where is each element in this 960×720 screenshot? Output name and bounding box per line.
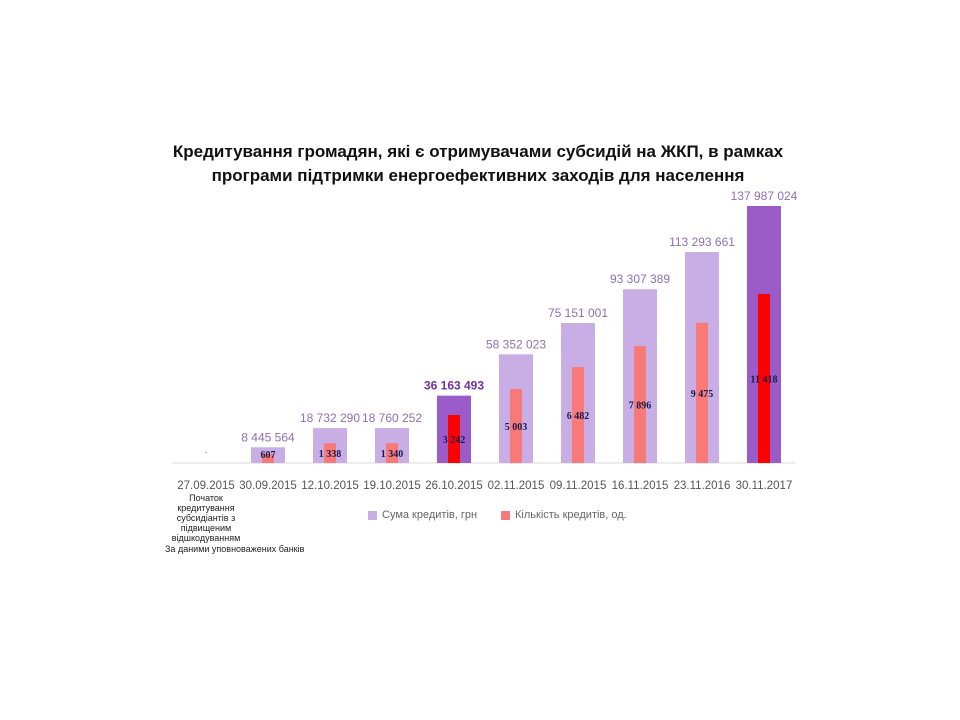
bar-count xyxy=(510,388,522,463)
x-tick-label: 23.11.2016 xyxy=(674,480,731,492)
title-line-2: програми підтримки енергоефективних захо… xyxy=(211,166,745,185)
legend-swatch-sum xyxy=(368,510,377,520)
data-label-sum: - xyxy=(205,447,208,457)
bar-count xyxy=(696,322,708,463)
bar-count xyxy=(572,367,584,463)
x-tick-label: 30.09.2015 xyxy=(239,480,297,492)
data-label-count: 1 340 xyxy=(381,449,404,460)
bar-count xyxy=(448,415,460,463)
bar-count xyxy=(386,443,398,463)
x-tick-label: 16.11.2015 xyxy=(612,480,669,492)
title-line-1: Кредитування громадян, які є отримувачам… xyxy=(172,142,784,161)
legend-item-sum: Сума кредитів, грн xyxy=(368,509,477,521)
legend-label-sum: Сума кредитів, грн xyxy=(382,509,478,521)
bar-count xyxy=(634,346,646,463)
data-label-count: 5 003 xyxy=(505,422,528,433)
bar-count xyxy=(758,294,770,463)
data-label-sum: 93 307 389 xyxy=(610,272,670,286)
x-tick-label: 27.09.2015 xyxy=(177,480,235,492)
data-label-sum: 113 293 661 xyxy=(669,235,735,249)
data-label-sum: 8 445 564 xyxy=(241,430,295,444)
data-label-count: 7 896 xyxy=(629,401,652,412)
source-note: За даними уповноважених банків xyxy=(165,544,305,554)
data-label-count: 11 418 xyxy=(751,375,778,386)
data-label-sum: 58 352 023 xyxy=(486,337,546,351)
chart-title: Кредитування громадян, які є отримувачам… xyxy=(140,140,816,188)
x-tick-label: 12.10.2015 xyxy=(301,480,359,492)
data-label-count: 607 xyxy=(261,450,276,461)
data-label-sum: 75 151 001 xyxy=(548,306,608,320)
data-label-count: 1 338 xyxy=(319,449,342,460)
bar-count xyxy=(262,454,274,463)
legend-item-count: Кількість кредитів, од. xyxy=(501,509,627,521)
data-label-sum: 137 987 024 xyxy=(731,189,798,203)
x-tick-label: 09.11.2015 xyxy=(550,480,607,492)
x-tick-label: 26.10.2015 xyxy=(425,480,483,492)
legend-label-count: Кількість кредитів, од. xyxy=(515,509,627,521)
first-category-note: Початок кредитування субсидіантів з підв… xyxy=(171,493,241,543)
data-label-count: 3 242 xyxy=(443,435,466,446)
data-label-count: 6 482 xyxy=(567,411,590,422)
x-tick-label: 02.11.2015 xyxy=(488,480,545,492)
x-tick-label: 30.11.2017 xyxy=(736,480,793,492)
data-label-count: 9 475 xyxy=(691,389,714,400)
data-label-sum: 36 163 493 xyxy=(424,379,484,393)
x-tick-label: 19.10.2015 xyxy=(363,480,421,492)
data-label-sum: 18 760 252 xyxy=(362,411,422,425)
legend-swatch-count xyxy=(501,510,510,520)
data-label-sum: 18 732 290 xyxy=(300,411,360,425)
bar-count xyxy=(324,443,336,463)
